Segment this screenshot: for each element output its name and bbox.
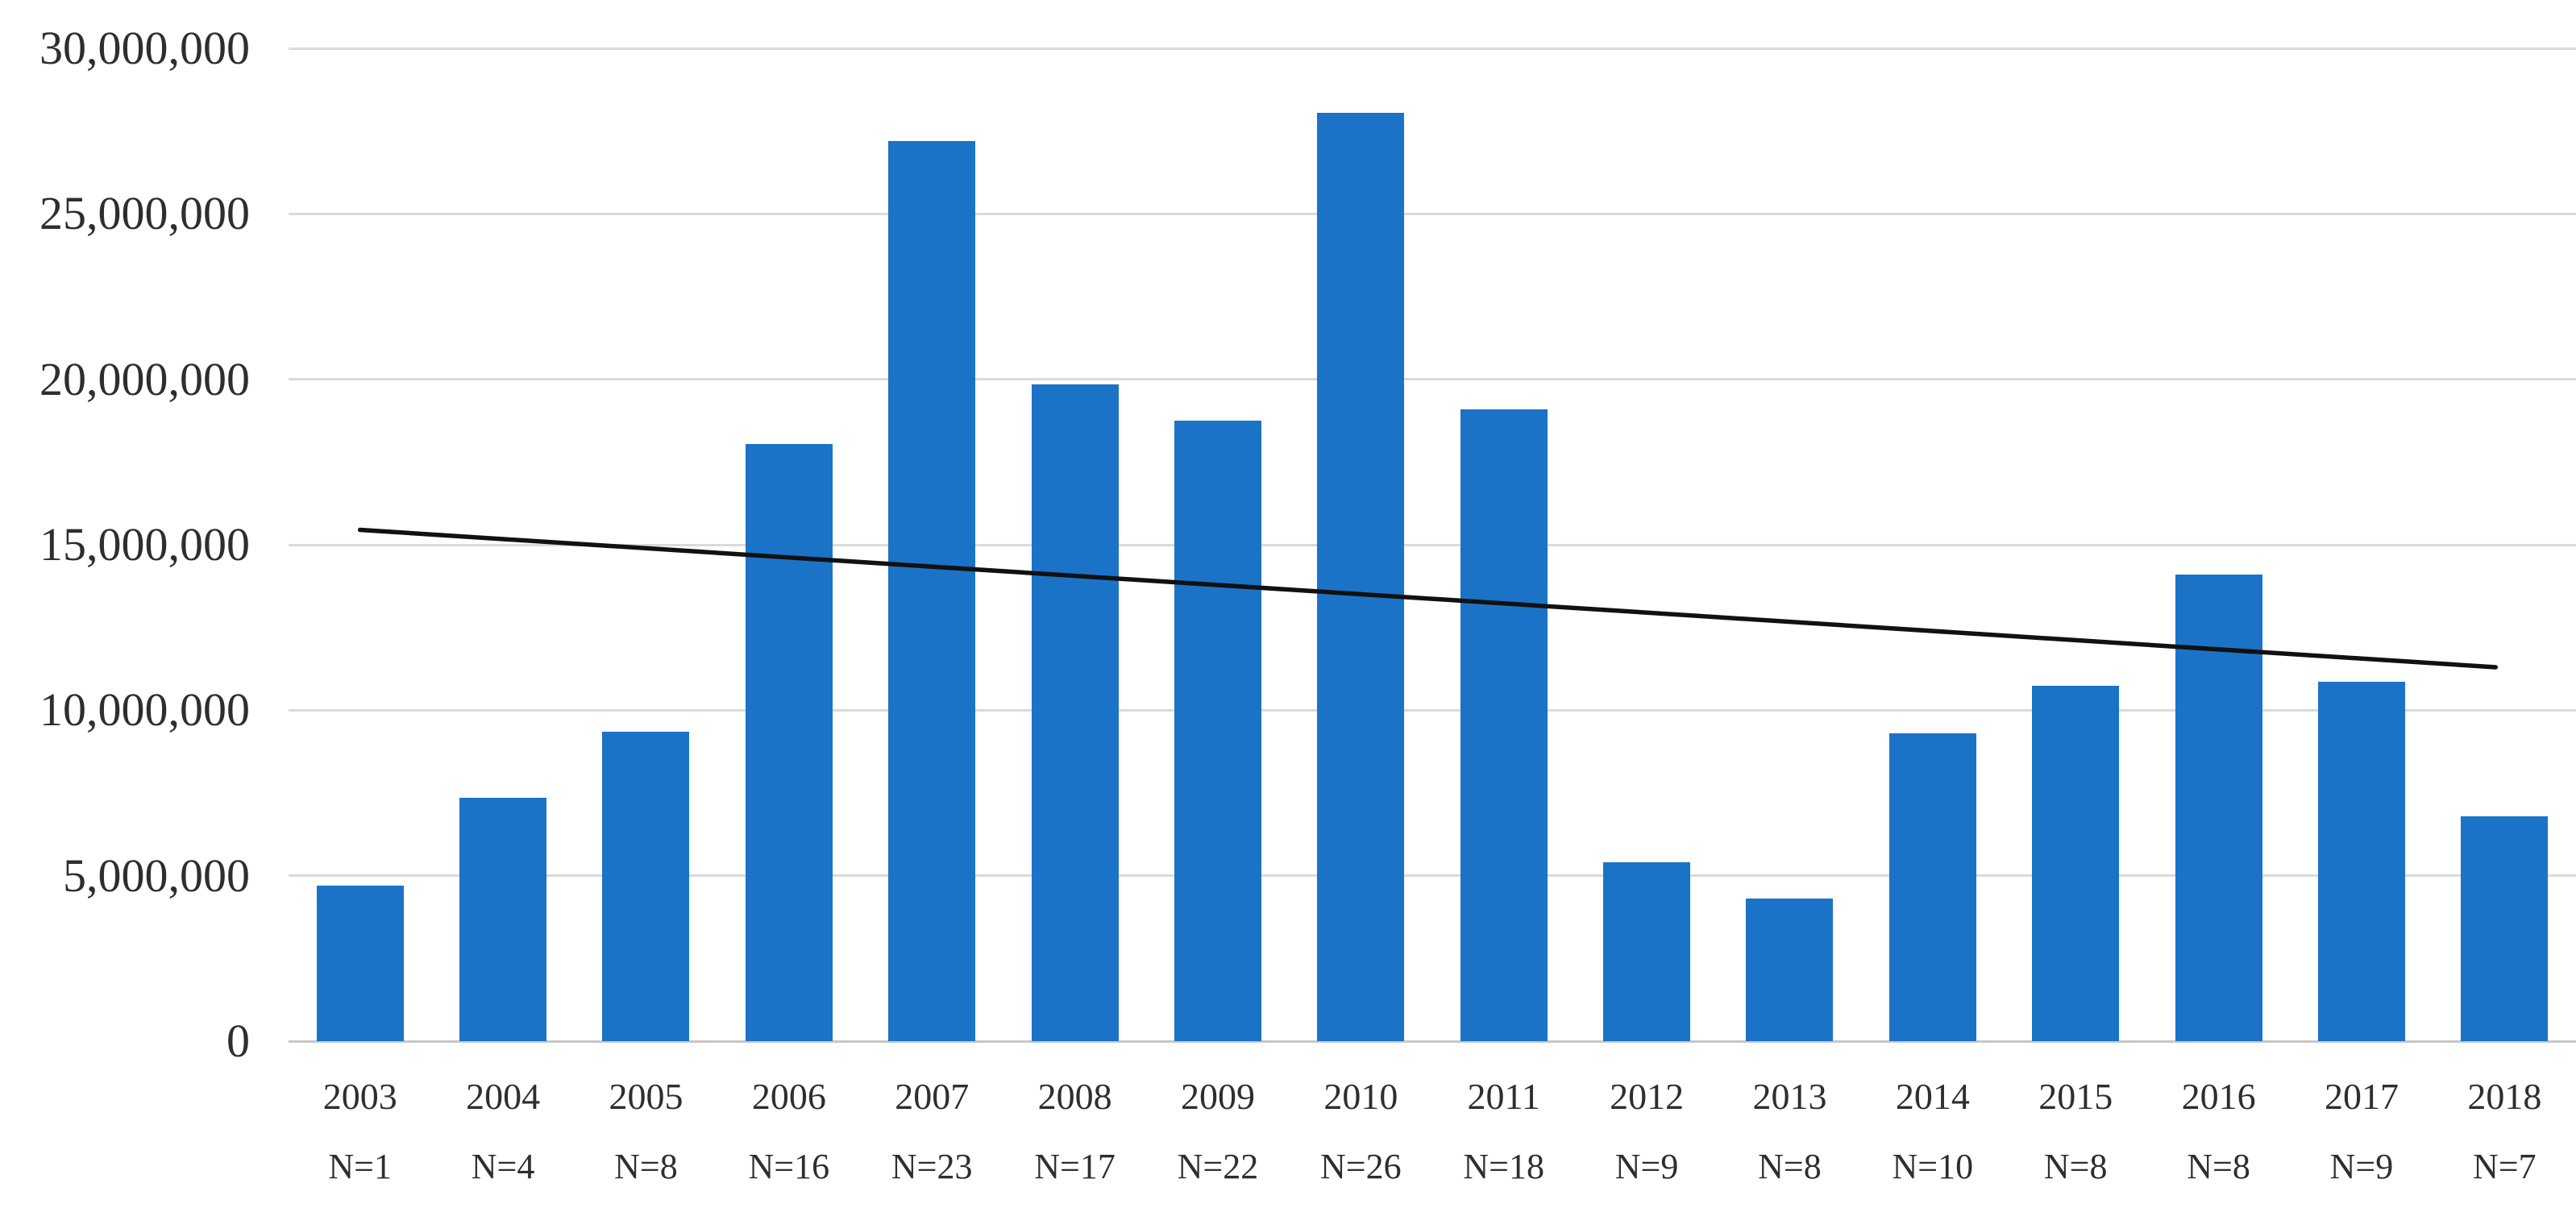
bar-2003 (316, 885, 404, 1041)
bar-2018 (2461, 816, 2549, 1041)
samplesize-label-2014: N=10 (1892, 1147, 1974, 1186)
year-label-2006: 2006 (751, 1076, 826, 1117)
year-label-2008: 2008 (1037, 1076, 1112, 1117)
samplesize-label-2003: N=1 (328, 1147, 392, 1186)
gridline-10000000 (289, 708, 2576, 712)
y-tick-label-20000000: 20,000,000 (39, 352, 250, 405)
year-label-2014: 2014 (1895, 1076, 1970, 1117)
bar-2005 (602, 732, 690, 1041)
y-tick-label-10000000: 10,000,000 (39, 683, 250, 737)
samplesize-label-2007: N=23 (891, 1147, 973, 1186)
gridline-0 (289, 1040, 2576, 1043)
y-tick-label-15000000: 15,000,000 (39, 518, 250, 571)
gridline-25000000 (289, 212, 2576, 215)
bar-2014 (1888, 733, 1976, 1041)
bar-2011 (1460, 409, 1548, 1041)
samplesize-label-2009: N=22 (1177, 1147, 1259, 1186)
bar-2008 (1031, 384, 1119, 1041)
year-label-2003: 2003 (322, 1076, 397, 1117)
bar-2017 (2317, 682, 2405, 1041)
samplesize-label-2015: N=8 (2043, 1147, 2108, 1186)
bar-2016 (2175, 574, 2262, 1041)
year-label-2017: 2017 (2324, 1076, 2399, 1117)
year-label-2007: 2007 (895, 1076, 970, 1117)
gridline-15000000 (289, 543, 2576, 546)
year-label-2016: 2016 (2181, 1076, 2256, 1117)
year-label-2005: 2005 (609, 1076, 683, 1117)
year-label-2004: 2004 (466, 1076, 541, 1117)
gridline-30000000 (289, 47, 2576, 50)
year-label-2010: 2010 (1323, 1076, 1398, 1117)
y-tick-label-30000000: 30,000,000 (39, 22, 250, 74)
year-label-2013: 2013 (1752, 1076, 1827, 1117)
samplesize-label-2013: N=8 (1758, 1147, 1822, 1186)
year-label-2009: 2009 (1180, 1076, 1255, 1117)
year-label-2011: 2011 (1467, 1076, 1540, 1117)
samplesize-label-2008: N=17 (1034, 1147, 1116, 1186)
samplesize-label-2005: N=8 (614, 1147, 678, 1186)
samplesize-label-2016: N=8 (2187, 1147, 2250, 1186)
bar-2015 (2032, 685, 2120, 1041)
samplesize-label-2011: N=18 (1463, 1147, 1544, 1186)
y-tick-label-0: 0 (226, 1015, 250, 1067)
bar-2013 (1746, 899, 1834, 1041)
samplesize-label-2012: N=9 (1614, 1147, 1679, 1186)
bar-2010 (1317, 113, 1405, 1041)
samplesize-label-2018: N=7 (2473, 1147, 2537, 1186)
gridline-20000000 (289, 378, 2576, 381)
bar-2009 (1174, 421, 1261, 1041)
samplesize-label-2006: N=16 (748, 1147, 830, 1186)
gridline-5000000 (289, 874, 2576, 878)
y-tick-label-25000000: 25,000,000 (39, 187, 250, 240)
samplesize-label-2010: N=26 (1320, 1147, 1402, 1186)
bar-2006 (745, 443, 833, 1041)
year-label-2018: 2018 (2467, 1076, 2542, 1117)
samplesize-label-2017: N=9 (2329, 1147, 2394, 1186)
year-label-2012: 2012 (1610, 1076, 1685, 1117)
bar-2012 (1603, 862, 1691, 1041)
bar-2007 (888, 140, 976, 1041)
bar-2004 (459, 798, 547, 1041)
samplesize-label-2004: N=4 (471, 1147, 535, 1186)
year-label-2015: 2015 (2038, 1076, 2113, 1117)
y-tick-label-5000000: 5,000,000 (63, 849, 250, 902)
